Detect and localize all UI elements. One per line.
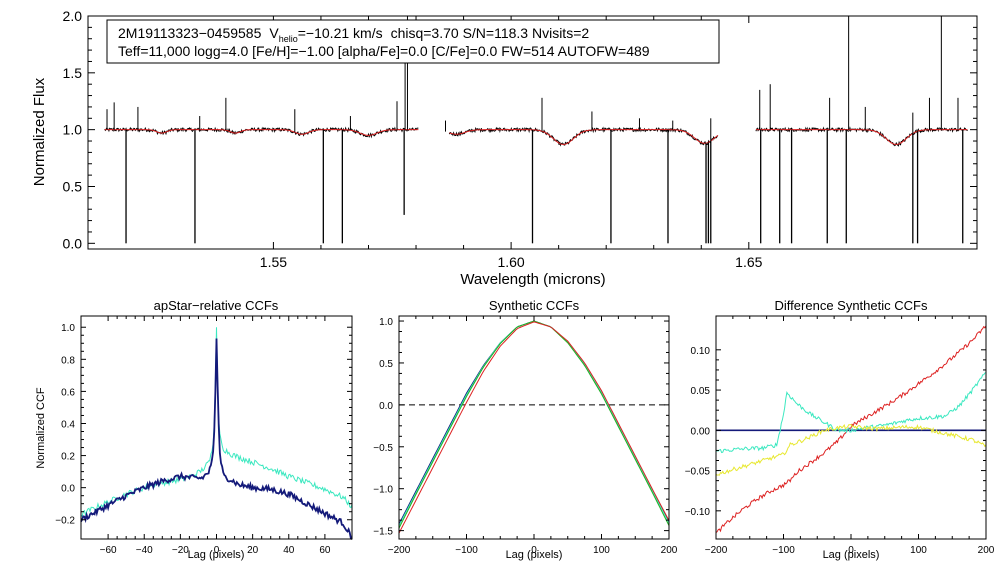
apstar-ccf-ytick-label: 0.8 bbox=[61, 355, 75, 366]
model-spectrum-line bbox=[449, 129, 719, 145]
spectrum-xtick-label: 1.65 bbox=[735, 254, 762, 270]
apstar-ccf-xtick-label: −60 bbox=[100, 545, 117, 556]
synthetic-ccf-panel: Synthetic CCFs −200 −100 0 100 200 −1.5 −1.0 −0… bbox=[373, 298, 678, 561]
apstar-ccf-xtick-label: 60 bbox=[319, 545, 331, 556]
difference-ccf-xtick-label: −100 bbox=[772, 545, 795, 556]
vhelio-value: =−10.21 km/s bbox=[298, 25, 383, 41]
difference-ccf-series-cyan bbox=[715, 372, 987, 454]
vhelio-label: V bbox=[269, 25, 279, 41]
spectrum-ytick-label: 1.5 bbox=[63, 65, 83, 81]
spectrum-ylabel: Normalized Flux bbox=[31, 77, 48, 186]
synthetic-ccf-xtick-label: 0 bbox=[531, 545, 537, 556]
apstar-ccf-title: apStar−relative CCFs bbox=[154, 298, 279, 313]
difference-ccf-xtick-label: 100 bbox=[910, 545, 927, 556]
synthetic-ccf-ytick-label: 0.5 bbox=[379, 359, 393, 370]
apstar-ccf-ytick-label: 0.0 bbox=[61, 484, 75, 495]
synthetic-ccf-series-red bbox=[398, 321, 670, 534]
apstar-ccf-ytick-label: 0.6 bbox=[61, 387, 75, 398]
annotation-stats: chisq=3.70 S/N=118.3 Nvisits=2 bbox=[391, 25, 590, 41]
synthetic-ccf-xlabel: Lag (pixels) bbox=[506, 549, 563, 561]
synthetic-ccf-plot-area bbox=[398, 320, 670, 534]
synthetic-ccf-ytick-label: 1.0 bbox=[379, 317, 393, 328]
apstar-ccf-xtick-label: −40 bbox=[136, 545, 153, 556]
apstar-ccf-axes: −60 −40 −20 0 20 40 60 −0.2 0.0 0.2 0.4 0.6 0.8 1.0 bbox=[55, 316, 352, 556]
synthetic-ccf-series-dark-blue bbox=[398, 320, 670, 525]
apstar-ccf-ylabel: Normalized CCF bbox=[35, 387, 47, 469]
spectrum-frame bbox=[87, 15, 978, 250]
apstar-ccf-plot-area bbox=[80, 327, 353, 540]
difference-ccf-series-red bbox=[715, 325, 987, 533]
apstar-ccf-series-dark-blue bbox=[80, 338, 353, 540]
model-spectrum-line bbox=[104, 129, 419, 136]
apstar-ccf-xtick-label: 40 bbox=[283, 545, 295, 556]
synthetic-ccf-ytick-label: −1.0 bbox=[373, 485, 393, 496]
annotation-box bbox=[106, 19, 720, 64]
difference-ccf-series-yellow bbox=[715, 423, 987, 476]
spectrum-xtick-label: 1.55 bbox=[260, 254, 287, 270]
synthetic-ccf-ytick-label: −0.5 bbox=[373, 443, 393, 454]
spectrum-panel: 1.55 1.60 1.65 0.0 0.5 1.0 1.5 2.0 2M19113323−0… bbox=[31, 8, 978, 288]
apstar-ccf-ytick-label: 0.2 bbox=[61, 452, 75, 463]
difference-ccf-ytick-label: 0.10 bbox=[691, 346, 711, 357]
model-spectrum-line bbox=[755, 129, 968, 145]
difference-ccf-xtick-label: 0 bbox=[848, 545, 854, 556]
difference-ccf-axes: −200 −100 0 100 200 −0.10 −0.05 0.00 0.05 0.10 bbox=[685, 316, 995, 556]
synthetic-ccf-xtick-label: −200 bbox=[388, 545, 411, 556]
difference-ccf-title: Difference Synthetic CCFs bbox=[775, 298, 928, 313]
star-id: 2M19113323−0459585 bbox=[118, 25, 262, 41]
apstar-ccf-series-cyan bbox=[80, 327, 353, 518]
difference-ccf-xtick-label: 200 bbox=[978, 545, 995, 556]
synthetic-ccf-series-green bbox=[398, 320, 670, 529]
apstar-ccf-ytick-label: 0.4 bbox=[61, 419, 75, 430]
difference-ccf-panel: Difference Synthetic CCFs −200 −100 0 100 20… bbox=[685, 298, 995, 561]
synthetic-ccf-ytick-label: 0.0 bbox=[379, 401, 393, 412]
difference-ccf-xtick-label: −200 bbox=[705, 545, 728, 556]
annotation-line-2: Teff=11,000 logg=4.0 [Fe/H]=−1.00 [alpha… bbox=[118, 43, 650, 59]
difference-ccf-plot-area bbox=[715, 325, 987, 533]
difference-ccf-ytick-label: −0.05 bbox=[685, 467, 711, 478]
synthetic-ccf-series-cyan bbox=[398, 320, 670, 526]
annotation-line-1: 2M19113323−0459585 Vhelio=−10.21 km/s chis… bbox=[118, 25, 589, 44]
apstar-ccf-panel: apStar−relative CCFs −60 −40 −20 0 20 40 60 −0.… bbox=[35, 298, 353, 561]
spectrum-axes: 1.55 1.60 1.65 0.0 0.5 1.0 1.5 2.0 bbox=[63, 8, 977, 270]
difference-ccf-ytick-label: 0.00 bbox=[691, 426, 711, 437]
difference-ccf-ytick-label: 0.05 bbox=[691, 386, 711, 397]
spectrum-ytick-label: 0.5 bbox=[63, 178, 83, 194]
synthetic-ccf-frame bbox=[398, 315, 670, 540]
spectrum-ytick-label: 1.0 bbox=[63, 122, 83, 138]
spectrum-plot-area bbox=[104, 16, 968, 244]
apstar-ccf-xlabel: Lag (pixels) bbox=[188, 549, 245, 561]
apstar-ccf-xtick-label: −20 bbox=[172, 545, 189, 556]
spectrum-ytick-label: 0.0 bbox=[63, 235, 83, 251]
apstar-ccf-xtick-label: 0 bbox=[214, 545, 220, 556]
apstar-ccf-xtick-label: 20 bbox=[247, 545, 259, 556]
spectrum-ytick-label: 2.0 bbox=[63, 8, 83, 24]
observed-spectrum-line bbox=[448, 126, 719, 147]
synthetic-ccf-axes: −200 −100 0 100 200 −1.5 −1.0 −0.5 0.0 0.5 1.0 bbox=[373, 316, 678, 556]
observed-spectrum-line bbox=[755, 126, 968, 147]
synthetic-ccf-xtick-label: 200 bbox=[661, 545, 678, 556]
synthetic-ccf-xtick-label: −100 bbox=[455, 545, 478, 556]
vhelio-subscript: helio bbox=[279, 34, 298, 44]
difference-ccf-ytick-label: −0.10 bbox=[685, 507, 711, 518]
difference-ccf-xlabel: Lag (pixels) bbox=[823, 549, 880, 561]
spectrum-xtick-label: 1.60 bbox=[497, 254, 524, 270]
synthetic-ccf-title: Synthetic CCFs bbox=[489, 298, 580, 313]
apstar-ccf-ytick-label: 1.0 bbox=[61, 323, 75, 334]
synthetic-ccf-ytick-label: −1.5 bbox=[373, 527, 393, 538]
spectrum-xlabel: Wavelength (microns) bbox=[460, 271, 605, 288]
synthetic-ccf-xtick-label: 100 bbox=[593, 545, 610, 556]
apstar-ccf-ytick-label: −0.2 bbox=[55, 516, 75, 527]
